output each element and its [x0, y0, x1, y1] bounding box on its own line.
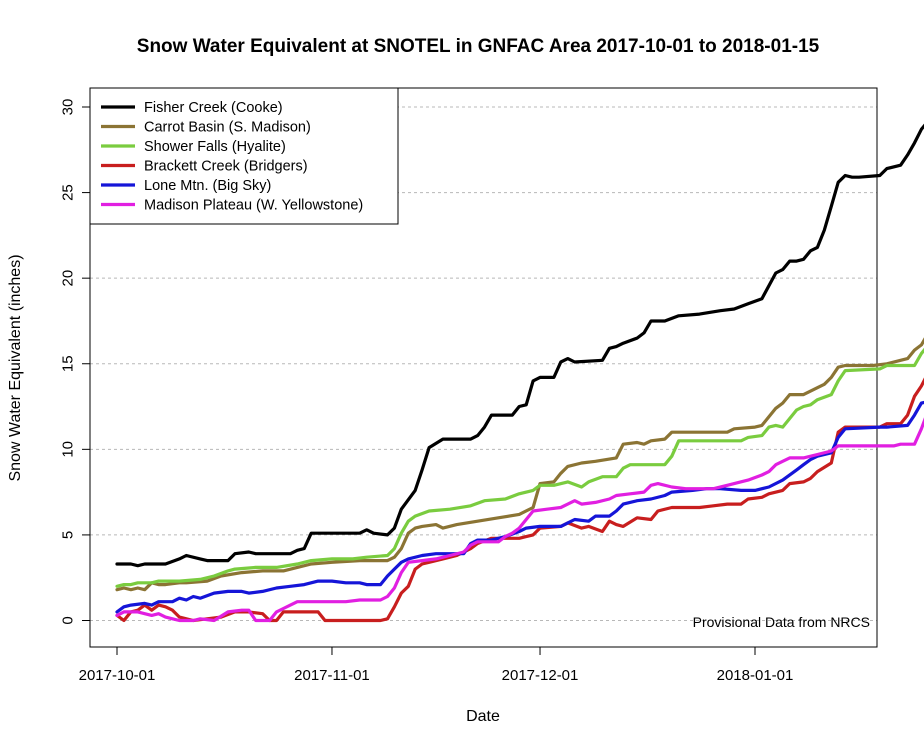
legend: Fisher Creek (Cooke) Carrot Basin (S. Mad…	[89, 87, 399, 225]
series-line-carrot-basin-s-madison	[115, 337, 924, 592]
y-tick-label: 5	[60, 531, 77, 539]
y-axis: 0 5 10 15 20 25 30	[60, 99, 91, 625]
series-line-fisher-creek-cooke	[115, 123, 924, 568]
y-tick-label: 25	[60, 184, 77, 201]
legend-label: Lone Mtn. (Big Sky)	[144, 178, 271, 194]
legend-label: Fisher Creek (Cooke)	[144, 100, 283, 116]
gridlines	[90, 106, 877, 621]
x-tick-label: 2018-01-01	[717, 667, 794, 684]
series-line-madison-plateau-w-yellowstone	[115, 417, 924, 623]
chart-title: Snow Water Equivalent at SNOTEL in GNFAC…	[137, 36, 820, 57]
provisional-data-note: Provisional Data from NRCS	[693, 614, 870, 630]
legend-box	[89, 87, 399, 225]
x-axis-label: Date	[466, 708, 500, 725]
y-tick-label: 20	[60, 270, 77, 287]
legend-label: Brackett Creek (Bridgers)	[144, 159, 308, 175]
y-tick-label: 10	[60, 441, 77, 458]
legend-label: Shower Falls (Hyalite)	[144, 139, 286, 155]
series-line-brackett-creek-bridgers	[115, 377, 924, 623]
x-tick-label: 2017-12-01	[502, 667, 579, 684]
legend-label: Madison Plateau (W. Yellowstone)	[144, 198, 363, 214]
x-tick-label: 2017-11-01	[294, 667, 370, 684]
series-line-lone-mtn-big-sky	[115, 400, 924, 614]
series-layer	[115, 123, 924, 623]
y-tick-label: 30	[60, 99, 77, 116]
y-axis-label: Snow Water Equivalent (inches)	[7, 254, 24, 481]
legend-label: Carrot Basin (S. Madison)	[144, 120, 311, 136]
y-tick-label: 15	[60, 355, 77, 372]
x-tick-label: 2017-10-01	[79, 667, 156, 684]
series-line-shower-falls-hyalite	[115, 347, 924, 588]
y-tick-label: 0	[60, 616, 77, 624]
x-axis: 2017-10-01 2017-11-01 2017-12-01 2018-01-01	[79, 646, 794, 684]
